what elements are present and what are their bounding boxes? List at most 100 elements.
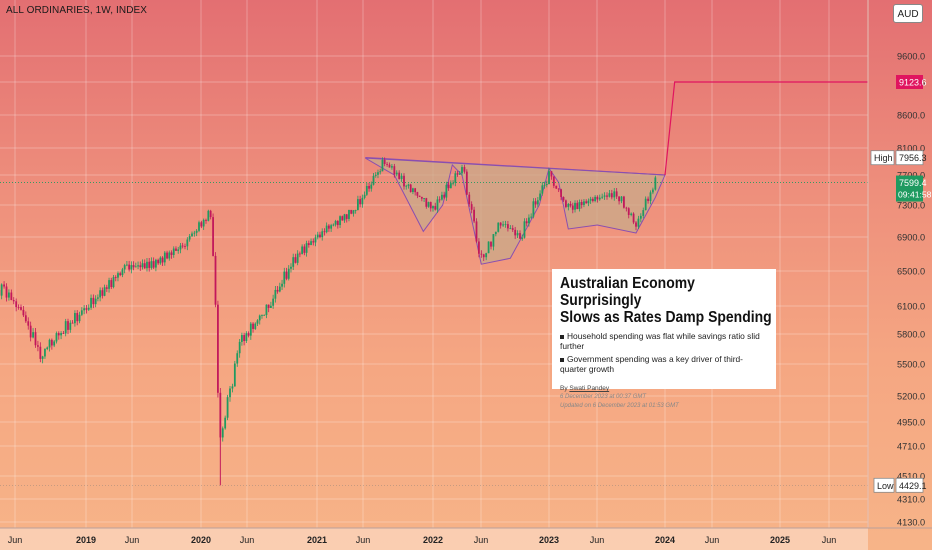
news-card[interactable]: Australian Economy Surprisingly Slows as…: [552, 269, 776, 409]
candle-body: [172, 248, 175, 255]
candle-body: [177, 249, 180, 251]
candle-body: [423, 198, 425, 199]
candle-body: [644, 198, 647, 211]
candle-body: [461, 167, 463, 174]
candle-body: [117, 273, 119, 278]
candle-body: [352, 210, 355, 214]
candle-body: [263, 315, 266, 316]
candle-body: [12, 300, 15, 302]
candle-body: [354, 209, 357, 211]
currency-button[interactable]: AUD: [893, 4, 923, 23]
candle-body: [48, 339, 51, 348]
candle-body: [188, 236, 191, 240]
candle-body: [130, 265, 133, 270]
candle-body: [186, 239, 189, 247]
candle-body: [652, 189, 654, 193]
candle-body: [418, 195, 421, 197]
candle-body: [623, 196, 625, 208]
candle-body: [473, 209, 475, 222]
candle-body: [625, 207, 628, 209]
candle-body: [502, 224, 504, 226]
candle-body: [541, 185, 544, 194]
candle-body: [377, 172, 379, 175]
low-price-badge-bg: [895, 477, 924, 493]
candle-body: [90, 297, 92, 308]
candle-body: [409, 184, 412, 192]
candle-body: [276, 289, 279, 292]
candle-body: [193, 232, 196, 234]
candle-body: [123, 265, 126, 270]
candle-body: [403, 175, 405, 187]
candle-body: [321, 231, 324, 238]
y-tick-label: 9600.0: [897, 52, 925, 62]
candle-body: [236, 353, 239, 364]
candle-body: [530, 216, 533, 218]
candle-body: [583, 201, 585, 205]
candle-body: [99, 290, 102, 298]
candle-body: [15, 301, 18, 308]
last-price-badge-bg: [896, 175, 923, 202]
candle-body: [80, 310, 83, 315]
candle-body: [217, 304, 219, 393]
candle-body: [334, 221, 337, 225]
candle-body: [391, 166, 393, 168]
candle-body: [465, 171, 468, 195]
x-tick-label: 2024: [655, 535, 675, 545]
last-price-badge-label: 7599.4: [899, 178, 927, 188]
candle-body: [238, 341, 241, 354]
candle-body: [32, 332, 34, 338]
low-tag-label: Low: [877, 481, 894, 491]
candle-body: [274, 289, 277, 299]
candle-body: [37, 345, 39, 347]
candle-body: [341, 216, 344, 221]
candle-body: [456, 173, 459, 175]
candle-body: [361, 197, 364, 205]
candle-body: [221, 428, 224, 438]
candle-body: [243, 335, 246, 341]
candle-body: [482, 254, 485, 258]
head-shoulders-shape: [365, 157, 666, 265]
candle-body: [395, 172, 398, 175]
candle-body: [521, 237, 524, 239]
news-bullet-2-text: Government spending was a key driver of …: [560, 354, 743, 374]
candle-body: [267, 304, 270, 308]
candle-body: [146, 261, 148, 269]
news-bullet-1: Household spending was flat while saving…: [560, 331, 768, 351]
candle-body: [20, 307, 22, 310]
byline-prefix: By: [560, 385, 570, 392]
bullet-square-icon: [560, 334, 564, 339]
candle-body: [381, 159, 384, 172]
candle-body: [224, 417, 227, 429]
candle-body: [323, 231, 326, 233]
news-headline[interactable]: Australian Economy Surprisingly Slows as…: [560, 275, 776, 326]
candle-body: [447, 184, 450, 189]
candle-body: [181, 245, 184, 247]
candle-body: [209, 210, 212, 218]
candle-body: [287, 268, 290, 279]
author-link[interactable]: Swati Pandey: [569, 385, 610, 392]
candle-body: [443, 194, 446, 198]
candle-body: [478, 241, 480, 254]
candle-body: [55, 333, 58, 342]
news-headline-line2: Slows as Rates Damp Spending: [560, 309, 772, 326]
candle-body: [429, 202, 432, 209]
candle-body: [374, 174, 377, 176]
candle-body: [539, 193, 541, 201]
candle-body: [499, 222, 502, 226]
candle-body: [245, 333, 248, 341]
candle-body: [29, 325, 32, 338]
candle-body: [637, 218, 640, 227]
candle-body: [272, 298, 275, 306]
candle-body: [470, 204, 473, 210]
candle-body: [463, 167, 466, 172]
candle-body: [152, 261, 155, 268]
candle-body: [285, 271, 288, 279]
candle-body: [114, 277, 117, 278]
candle-body: [150, 261, 153, 268]
candle-body: [219, 392, 222, 438]
candle-body: [543, 185, 546, 186]
candle-body: [278, 286, 281, 292]
y-tick-label: 5200.0: [897, 392, 925, 402]
candle-body: [548, 171, 550, 185]
